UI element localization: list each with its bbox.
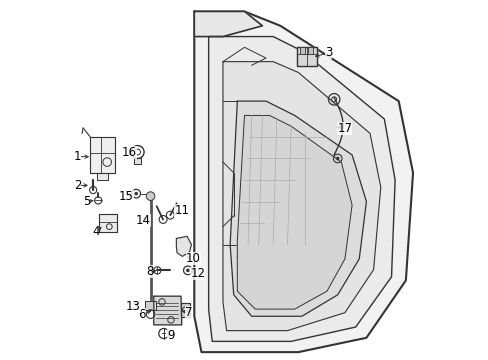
- Polygon shape: [181, 303, 189, 317]
- Polygon shape: [90, 137, 115, 173]
- Text: 9: 9: [167, 329, 174, 342]
- Text: 13: 13: [125, 300, 141, 313]
- Text: 4: 4: [92, 225, 99, 238]
- Bar: [307, 47, 312, 54]
- Polygon shape: [230, 101, 366, 316]
- Polygon shape: [194, 12, 262, 37]
- Polygon shape: [223, 62, 380, 330]
- Polygon shape: [176, 236, 191, 256]
- Text: 1: 1: [74, 150, 81, 163]
- Polygon shape: [237, 116, 351, 309]
- Text: 8: 8: [145, 265, 153, 278]
- Polygon shape: [296, 47, 316, 66]
- Text: 7: 7: [185, 306, 192, 319]
- Polygon shape: [134, 158, 141, 163]
- Text: 2: 2: [74, 179, 81, 192]
- Bar: [300, 47, 305, 54]
- Text: 12: 12: [190, 267, 205, 280]
- Text: 6: 6: [138, 308, 146, 321]
- Polygon shape: [99, 214, 117, 232]
- Polygon shape: [153, 296, 182, 325]
- Text: 17: 17: [337, 122, 352, 135]
- Polygon shape: [194, 12, 412, 352]
- Text: 3: 3: [325, 46, 332, 59]
- Circle shape: [134, 192, 138, 195]
- Text: 15: 15: [119, 190, 133, 203]
- Text: 14: 14: [136, 214, 151, 227]
- Text: 11: 11: [174, 204, 189, 217]
- Circle shape: [146, 192, 155, 201]
- Polygon shape: [97, 173, 108, 180]
- Polygon shape: [144, 301, 156, 310]
- Text: 10: 10: [186, 252, 201, 265]
- Text: 5: 5: [83, 195, 90, 208]
- Circle shape: [335, 157, 339, 160]
- Polygon shape: [208, 37, 394, 341]
- Text: 16: 16: [122, 145, 136, 158]
- Circle shape: [185, 269, 189, 272]
